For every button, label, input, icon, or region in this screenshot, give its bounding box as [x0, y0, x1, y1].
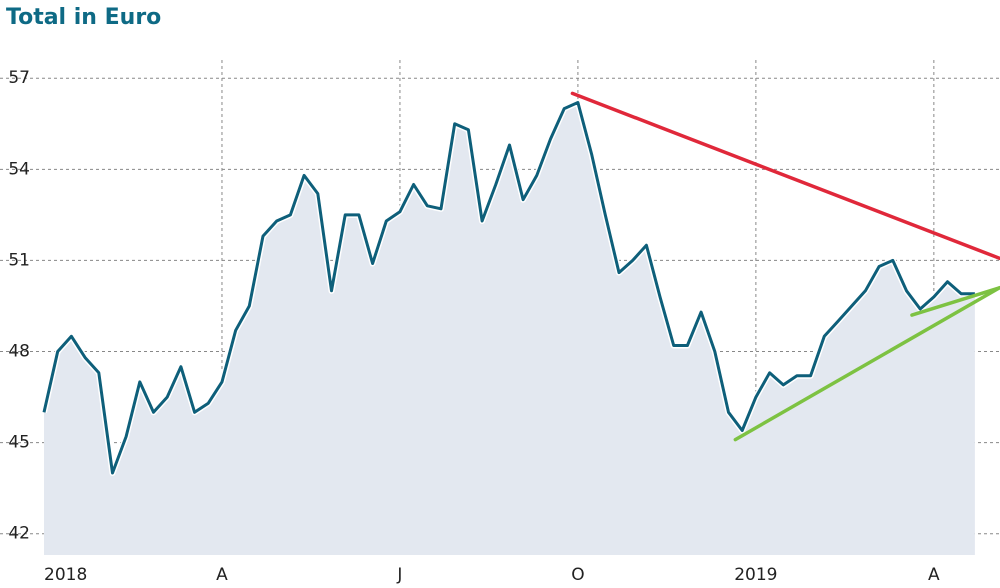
y-tick-label: 48 [8, 342, 30, 362]
x-tick-label: J [396, 565, 402, 585]
chart-title: Total in Euro [6, 5, 161, 30]
line [42, 101, 975, 475]
y-tick-label: 51 [8, 250, 30, 270]
x-tick-label: O [571, 565, 584, 585]
y-tick-label: 42 [8, 524, 30, 544]
y-tick-label: 45 [8, 433, 30, 453]
y-tick-label: 57 [8, 68, 30, 88]
area [44, 102, 975, 555]
y-tick-label: 54 [8, 159, 30, 179]
labels: 42 45 48 51 54 57 2018 A J O 2019 A [8, 68, 940, 585]
x-tick-label: 2018 [44, 565, 87, 585]
trendline [570, 91, 1000, 261]
trendline [733, 286, 1000, 442]
lines [41, 91, 1000, 476]
areas [44, 102, 975, 555]
x-tick-label: A [928, 565, 940, 585]
x-tick-label: A [216, 565, 228, 585]
x-tick-label: 2019 [734, 565, 777, 585]
trendline [910, 286, 1000, 317]
